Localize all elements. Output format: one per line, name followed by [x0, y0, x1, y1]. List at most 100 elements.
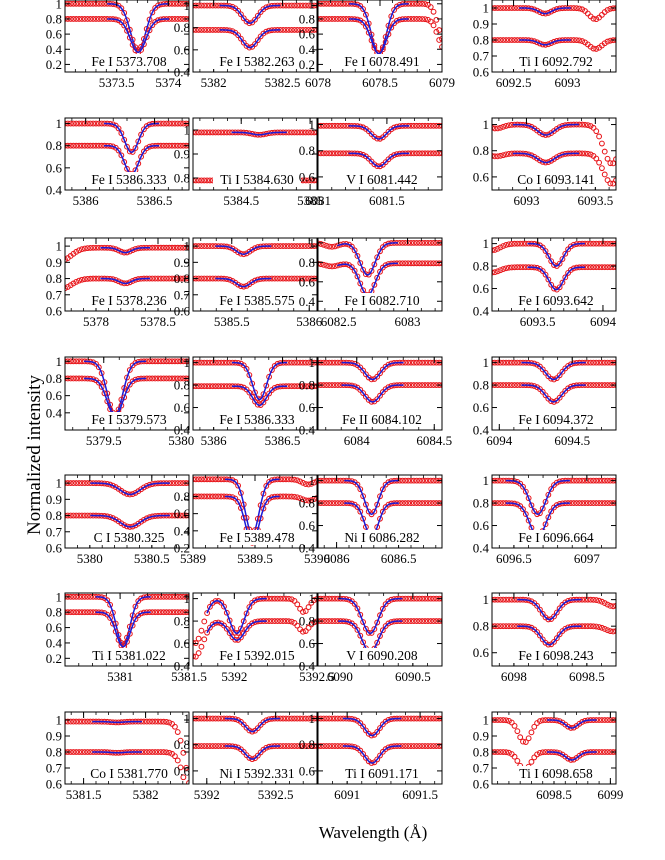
observed-point — [109, 482, 116, 489]
observed-point — [500, 37, 507, 43]
observed-point — [576, 477, 583, 484]
observed-point — [422, 715, 429, 722]
observed-point — [215, 743, 222, 749]
observed-point — [308, 743, 315, 749]
observed-point — [405, 743, 412, 749]
observed-point — [573, 5, 580, 12]
observed-point — [329, 122, 336, 129]
synthetic-fit-line — [546, 719, 597, 729]
y-tick-label: 1 — [309, 117, 316, 132]
y-tick-label: 0.8 — [473, 745, 489, 760]
observed-point — [285, 595, 292, 602]
observed-point — [263, 28, 270, 35]
observed-point — [226, 617, 233, 624]
observed-point — [439, 260, 442, 267]
observed-point — [419, 715, 426, 722]
observed-point — [354, 627, 361, 633]
observed-point — [285, 275, 292, 282]
observed-point — [517, 240, 524, 247]
observed-point — [590, 623, 597, 630]
y-tick-label: 0.8 — [473, 619, 489, 634]
y-tick-label: 0.8 — [46, 138, 62, 153]
synthetic-fit-line — [338, 597, 403, 635]
observed-point — [326, 500, 333, 507]
observed-point — [427, 260, 434, 267]
line-label: Fe I 6093.642 — [518, 293, 593, 308]
observed-point — [212, 2, 219, 9]
observed-point — [559, 279, 566, 286]
observed-point — [551, 638, 557, 645]
observed-point — [302, 608, 309, 615]
observed-point — [305, 26, 312, 33]
observed-point — [497, 152, 504, 159]
y-tick-label: 0.4 — [46, 635, 63, 650]
observed-point — [377, 725, 383, 731]
panel-frame — [192, 711, 318, 785]
observed-point — [138, 595, 145, 602]
observed-point — [531, 723, 538, 730]
observed-point — [171, 609, 178, 616]
observed-point — [593, 500, 600, 507]
observed-point — [579, 751, 586, 757]
observed-point — [186, 244, 189, 251]
observed-point — [198, 26, 205, 33]
observed-point — [115, 247, 122, 254]
observed-point — [402, 260, 409, 267]
observed-point — [360, 390, 367, 396]
observed-point — [87, 0, 94, 7]
observed-point — [126, 367, 133, 373]
observed-point — [155, 718, 161, 725]
observed-point — [427, 382, 434, 389]
observed-point — [385, 361, 392, 368]
observed-point — [601, 240, 608, 247]
observed-point — [320, 743, 327, 749]
observed-point — [249, 394, 256, 400]
synthetic-fit-line — [100, 246, 151, 254]
y-tick-label: 1 — [309, 355, 316, 370]
observed-point — [302, 359, 309, 366]
observed-point — [163, 593, 170, 600]
observed-point — [410, 260, 417, 267]
observed-point — [285, 243, 292, 250]
synthetic-fit-line — [224, 745, 280, 760]
observed-point — [285, 618, 292, 625]
observed-point — [408, 477, 414, 484]
line-label: Ti I 5381.022 — [92, 648, 165, 663]
observed-point — [291, 383, 298, 390]
synthetic-fit-line — [337, 242, 398, 276]
observed-point — [198, 275, 205, 282]
observed-point — [280, 2, 287, 9]
y-tick-label: 1 — [483, 117, 490, 132]
observed-point — [299, 26, 306, 33]
observed-point — [118, 130, 125, 137]
y-tick-label: 0.6 — [46, 541, 63, 556]
observed-point — [209, 743, 216, 749]
observed-point — [551, 7, 557, 14]
observed-point — [198, 129, 205, 136]
observed-point — [206, 2, 213, 9]
observed-point — [201, 129, 208, 136]
line-label-bg — [512, 412, 600, 427]
line-label-bg — [85, 54, 173, 69]
observed-point — [180, 774, 187, 781]
y-tick-label: 1 — [184, 123, 191, 138]
observed-point — [427, 500, 434, 507]
y-tick-label: 0.4 — [174, 423, 191, 438]
observed-point — [126, 34, 133, 41]
observed-point — [419, 477, 426, 484]
y-tick-label: 0.7 — [46, 761, 63, 776]
y-tick-label: 0.8 — [46, 745, 62, 760]
observed-point — [419, 260, 426, 267]
observed-point — [331, 743, 338, 749]
observed-point — [402, 618, 409, 625]
observed-point — [209, 26, 216, 33]
observed-point — [567, 243, 574, 250]
observed-point — [430, 477, 437, 484]
y-tick-label: 1 — [309, 711, 316, 726]
observed-point — [206, 243, 213, 250]
observed-point — [576, 5, 583, 12]
